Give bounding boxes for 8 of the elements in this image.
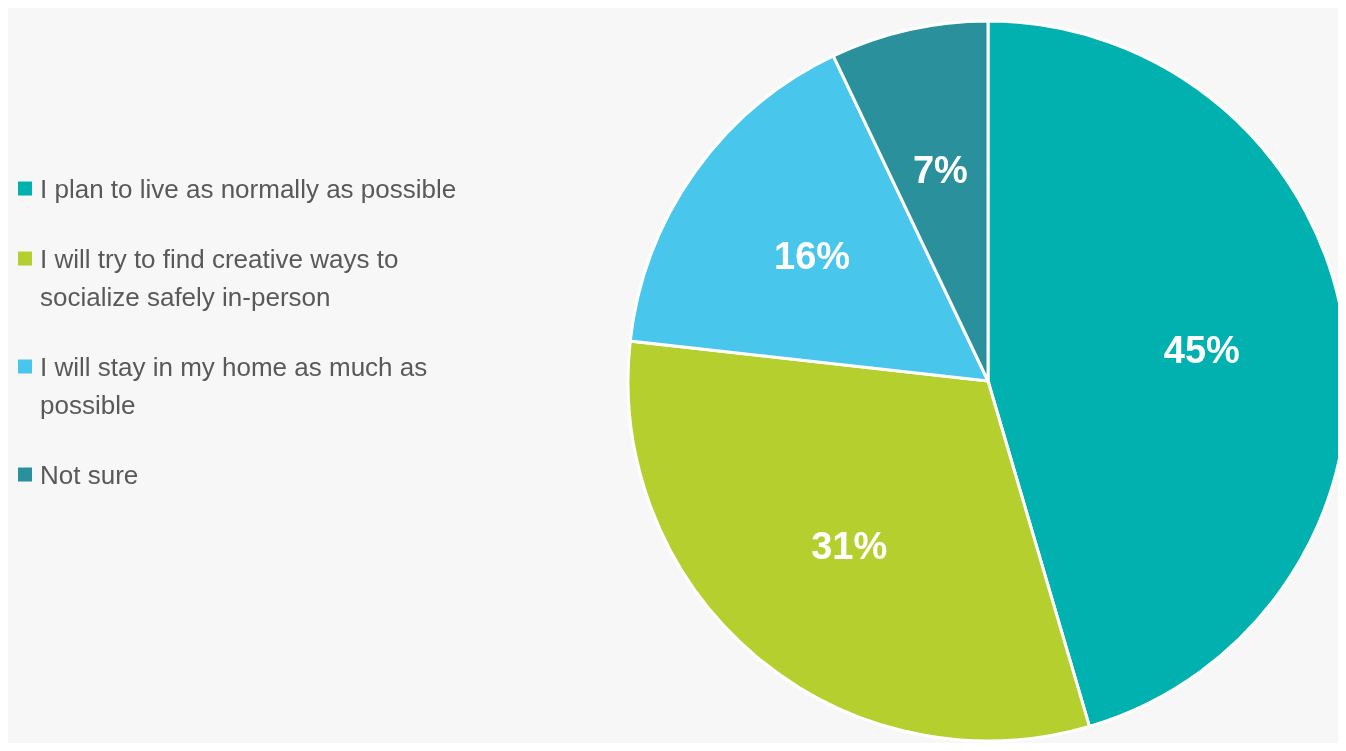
- data-label: 45%: [1163, 329, 1240, 372]
- data-label: 16%: [774, 234, 851, 277]
- legend-label: I will stay in my home as much as possible: [40, 350, 429, 421]
- data-label: 31%: [811, 525, 888, 568]
- data-label: 7%: [912, 149, 968, 192]
- legend-label: Not sure: [40, 458, 139, 491]
- legend-label: I plan to live as normally as possible: [40, 172, 457, 205]
- legend-label: I will try to find creative ways to socialize safely in-person: [40, 242, 400, 313]
